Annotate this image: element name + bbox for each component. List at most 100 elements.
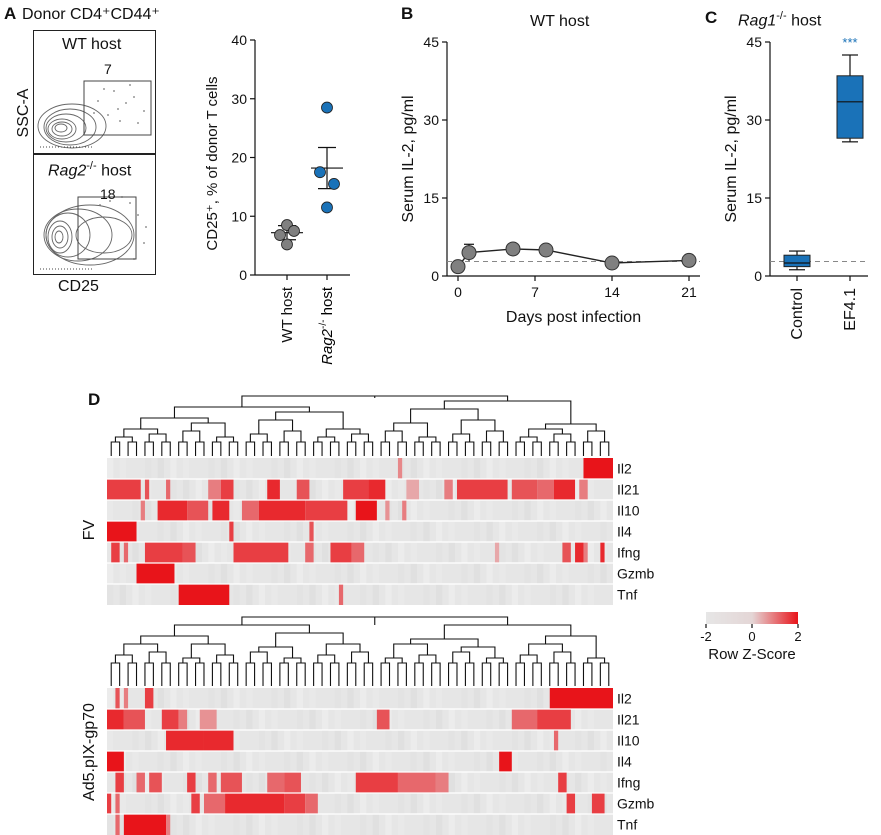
heatmap-cell: [233, 458, 240, 479]
heatmap-cell: [246, 458, 253, 479]
flow-rag2-host-label: Rag2-/- host: [48, 160, 132, 180]
heatmap-cell: [199, 709, 217, 730]
heatmap-cell: [524, 793, 531, 814]
heatmap-cell: [208, 479, 221, 500]
heatmap-cell: [284, 521, 291, 542]
heatmap-cell: [397, 458, 403, 479]
flow-plot-rag2: [33, 154, 156, 275]
heatmap-cell: [435, 688, 443, 709]
heatmap-cell: [566, 793, 576, 814]
heatmap-cell: [309, 563, 316, 584]
heatmap-cell: [511, 479, 538, 500]
heatmap-cell: [448, 772, 455, 793]
line-y-label: Serum IL-2, pg/ml: [400, 95, 417, 222]
heatmap-cell: [549, 730, 557, 751]
heatmap-row-label: Tnf: [617, 817, 637, 833]
heatmap-cell: [115, 814, 120, 835]
heatmap-cell: [246, 751, 253, 772]
heatmap-cell: [423, 730, 430, 751]
heatmap-cell: [372, 793, 379, 814]
heatmap-cell: [368, 479, 386, 500]
heatmap-cell: [347, 709, 354, 730]
heatmap-cell: [549, 542, 557, 563]
heatmap-cell: [309, 730, 316, 751]
heatmap-cell: [499, 793, 506, 814]
heatmap-cell: [587, 751, 595, 772]
heatmap-cell: [182, 521, 190, 542]
heatmap-cell: [351, 542, 365, 563]
heatmap-cell: [258, 479, 266, 500]
heatmap-cell: [372, 542, 379, 563]
heatmap-cell: [435, 563, 443, 584]
heatmap-cell: [195, 563, 202, 584]
heatmap-cell: [511, 772, 519, 793]
heatmap-cell: [494, 542, 500, 563]
heatmap-cell: [511, 814, 519, 835]
heatmap-cell: [144, 542, 183, 563]
line-x-tick-label: 14: [604, 284, 620, 300]
scatter-y-tick-label: 0: [239, 267, 247, 283]
heatmap-cell: [115, 772, 124, 793]
heatmap-cell: [444, 479, 453, 500]
heatmap-cell: [322, 814, 329, 835]
heatmap-cell: [296, 563, 304, 584]
heatmap-cell: [355, 772, 398, 793]
heatmap-cell: [575, 751, 582, 772]
heatmap-cell: [473, 730, 481, 751]
heatmap-cell: [360, 584, 367, 605]
heatmap-cell: [208, 814, 215, 835]
heatmap-cell: [296, 542, 304, 563]
heatmap-cell: [397, 521, 405, 542]
heatmap-cell: [347, 521, 354, 542]
heatmap-cell: [397, 500, 405, 521]
heatmap-cell: [208, 751, 215, 772]
panel-a-title: Donor CD4⁺CD44⁺: [22, 6, 160, 23]
heatmap-row-label: Il21: [617, 712, 640, 728]
heatmap-cell: [587, 521, 595, 542]
heatmap-cell: [195, 814, 202, 835]
heatmap-cell: [191, 793, 200, 814]
heatmap-cell: [524, 751, 531, 772]
scatter-x-label-rag2: Rag2-/- host: [318, 286, 336, 365]
heatmap-cell: [296, 814, 304, 835]
heatmap-cell: [587, 500, 595, 521]
heatmap-cell: [233, 563, 240, 584]
heatmap-cell: [402, 500, 407, 521]
heatmap-cell: [549, 500, 557, 521]
heatmap-cell: [600, 584, 607, 605]
heatmap-cell: [410, 542, 417, 563]
scatter-y-tick-label: 40: [231, 32, 247, 48]
heatmap-cell: [157, 521, 164, 542]
heatmap-cell: [372, 563, 379, 584]
heatmap-cell: [435, 500, 443, 521]
heatmap-cell: [461, 772, 468, 793]
heatmap-cell: [305, 542, 314, 563]
heatmap-cell: [591, 793, 605, 814]
heatmap-row-label: Tnf: [617, 587, 637, 603]
heatmap-cell: [410, 584, 417, 605]
heatmap-cell: [423, 751, 430, 772]
dendrogram: [110, 616, 610, 686]
heatmap-cell: [537, 458, 544, 479]
heatmap-cell: [347, 772, 354, 793]
panel-letter-b: B: [401, 4, 414, 23]
heatmap-cell: [246, 709, 253, 730]
heatmap-cell: [473, 458, 481, 479]
heatmap-cell: [233, 709, 240, 730]
heatmap-cell: [511, 458, 519, 479]
heatmap-cell: [600, 542, 605, 563]
heatmap-cell: [537, 709, 571, 730]
heatmap-cell: [486, 458, 493, 479]
heatmap-cell: [397, 479, 405, 500]
heatmap-cell: [170, 688, 177, 709]
heatmap-row-label: Ifng: [617, 545, 640, 561]
heatmap-cell: [562, 542, 571, 563]
heatmap-cell: [410, 814, 417, 835]
heatmap-cell: [448, 500, 455, 521]
heatmap-cell: [473, 793, 481, 814]
heatmap-cell: [347, 751, 354, 772]
heatmap-cell: [372, 730, 379, 751]
flow-contour-rag2: [40, 196, 147, 270]
heatmap-cell: [385, 584, 392, 605]
heatmap-cell: [220, 563, 228, 584]
